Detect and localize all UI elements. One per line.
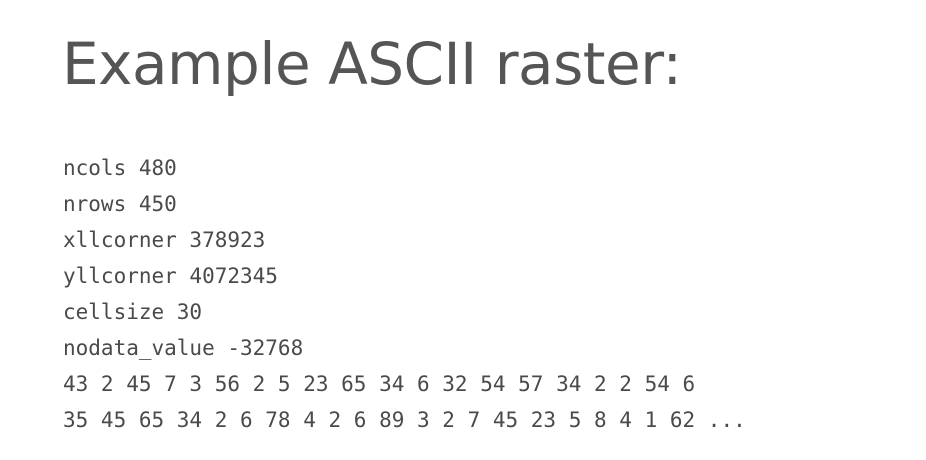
ascii-raster-code-block: ncols 480 nrows 450 xllcorner 378923 yll… — [63, 150, 746, 438]
code-line-xllcorner: xllcorner 378923 — [63, 228, 266, 252]
code-line-data-row-1: 43 2 45 7 3 56 2 5 23 65 34 6 32 54 57 3… — [63, 372, 696, 396]
code-line-yllcorner: yllcorner 4072345 — [63, 264, 278, 288]
code-line-nrows: nrows 450 — [63, 192, 177, 216]
slide-title: Example ASCII raster: — [62, 30, 682, 98]
code-line-cellsize: cellsize 30 — [63, 300, 203, 324]
code-line-data-row-2: 35 45 65 34 2 6 78 4 2 6 89 3 2 7 45 23 … — [63, 408, 746, 432]
code-line-nodata-value: nodata_value -32768 — [63, 336, 304, 360]
code-line-ncols: ncols 480 — [63, 156, 177, 180]
